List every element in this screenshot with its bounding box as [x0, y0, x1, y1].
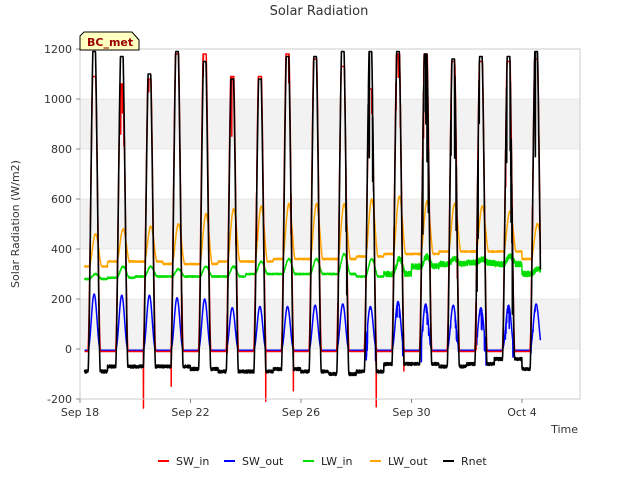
series-line-lw-out [83, 195, 542, 268]
legend-label: Rnet [461, 455, 487, 468]
series-line-sw-out [84, 293, 542, 366]
y-axis-title: Solar Radiation (W/m2) [9, 160, 22, 288]
y-tick-label: 600 [51, 193, 72, 206]
site-label-badge: BC_met [79, 31, 140, 51]
x-tick-label: Oct 4 [507, 406, 537, 419]
x-axis-ticks: Sep 18 Sep 22 Sep 26 Sep 30 Oct 4 [61, 399, 537, 419]
y-tick-label: 200 [51, 293, 72, 306]
x-tick-label: Sep 30 [392, 406, 430, 419]
y-axis-ticks: -200 0 200 400 600 800 1000 1200 [44, 43, 80, 406]
y-tick-label: 0 [65, 343, 72, 356]
background-band [80, 199, 580, 249]
x-tick-label: Sep 22 [171, 406, 209, 419]
y-tick-label: 400 [51, 243, 72, 256]
series-line-rnet [83, 50, 542, 377]
site-label: BC_met [87, 36, 133, 49]
legend-label: LW_out [388, 455, 428, 468]
legend-label: LW_in [321, 455, 353, 468]
plot-frame [79, 48, 581, 400]
y-tick-label: 800 [51, 143, 72, 156]
legend-label: SW_in [176, 455, 209, 468]
y-tick-label: 1200 [44, 43, 72, 56]
y-tick-label: -200 [47, 393, 72, 406]
series-line-lw-in [83, 252, 542, 281]
chart-title: Solar Radiation [270, 4, 369, 19]
x-axis-title: Time [550, 423, 578, 436]
x-tick-label: Sep 26 [282, 406, 320, 419]
plot-background-bands [80, 99, 580, 349]
series-layer [83, 50, 542, 409]
legend-label: SW_out [242, 455, 284, 468]
site-label-box [79, 31, 140, 51]
legend: SW_in SW_out LW_in LW_out Rnet [158, 455, 487, 468]
x-tick-label: Sep 18 [61, 406, 99, 419]
background-band [80, 299, 580, 349]
background-band [80, 99, 580, 149]
y-tick-label: 1000 [44, 93, 72, 106]
